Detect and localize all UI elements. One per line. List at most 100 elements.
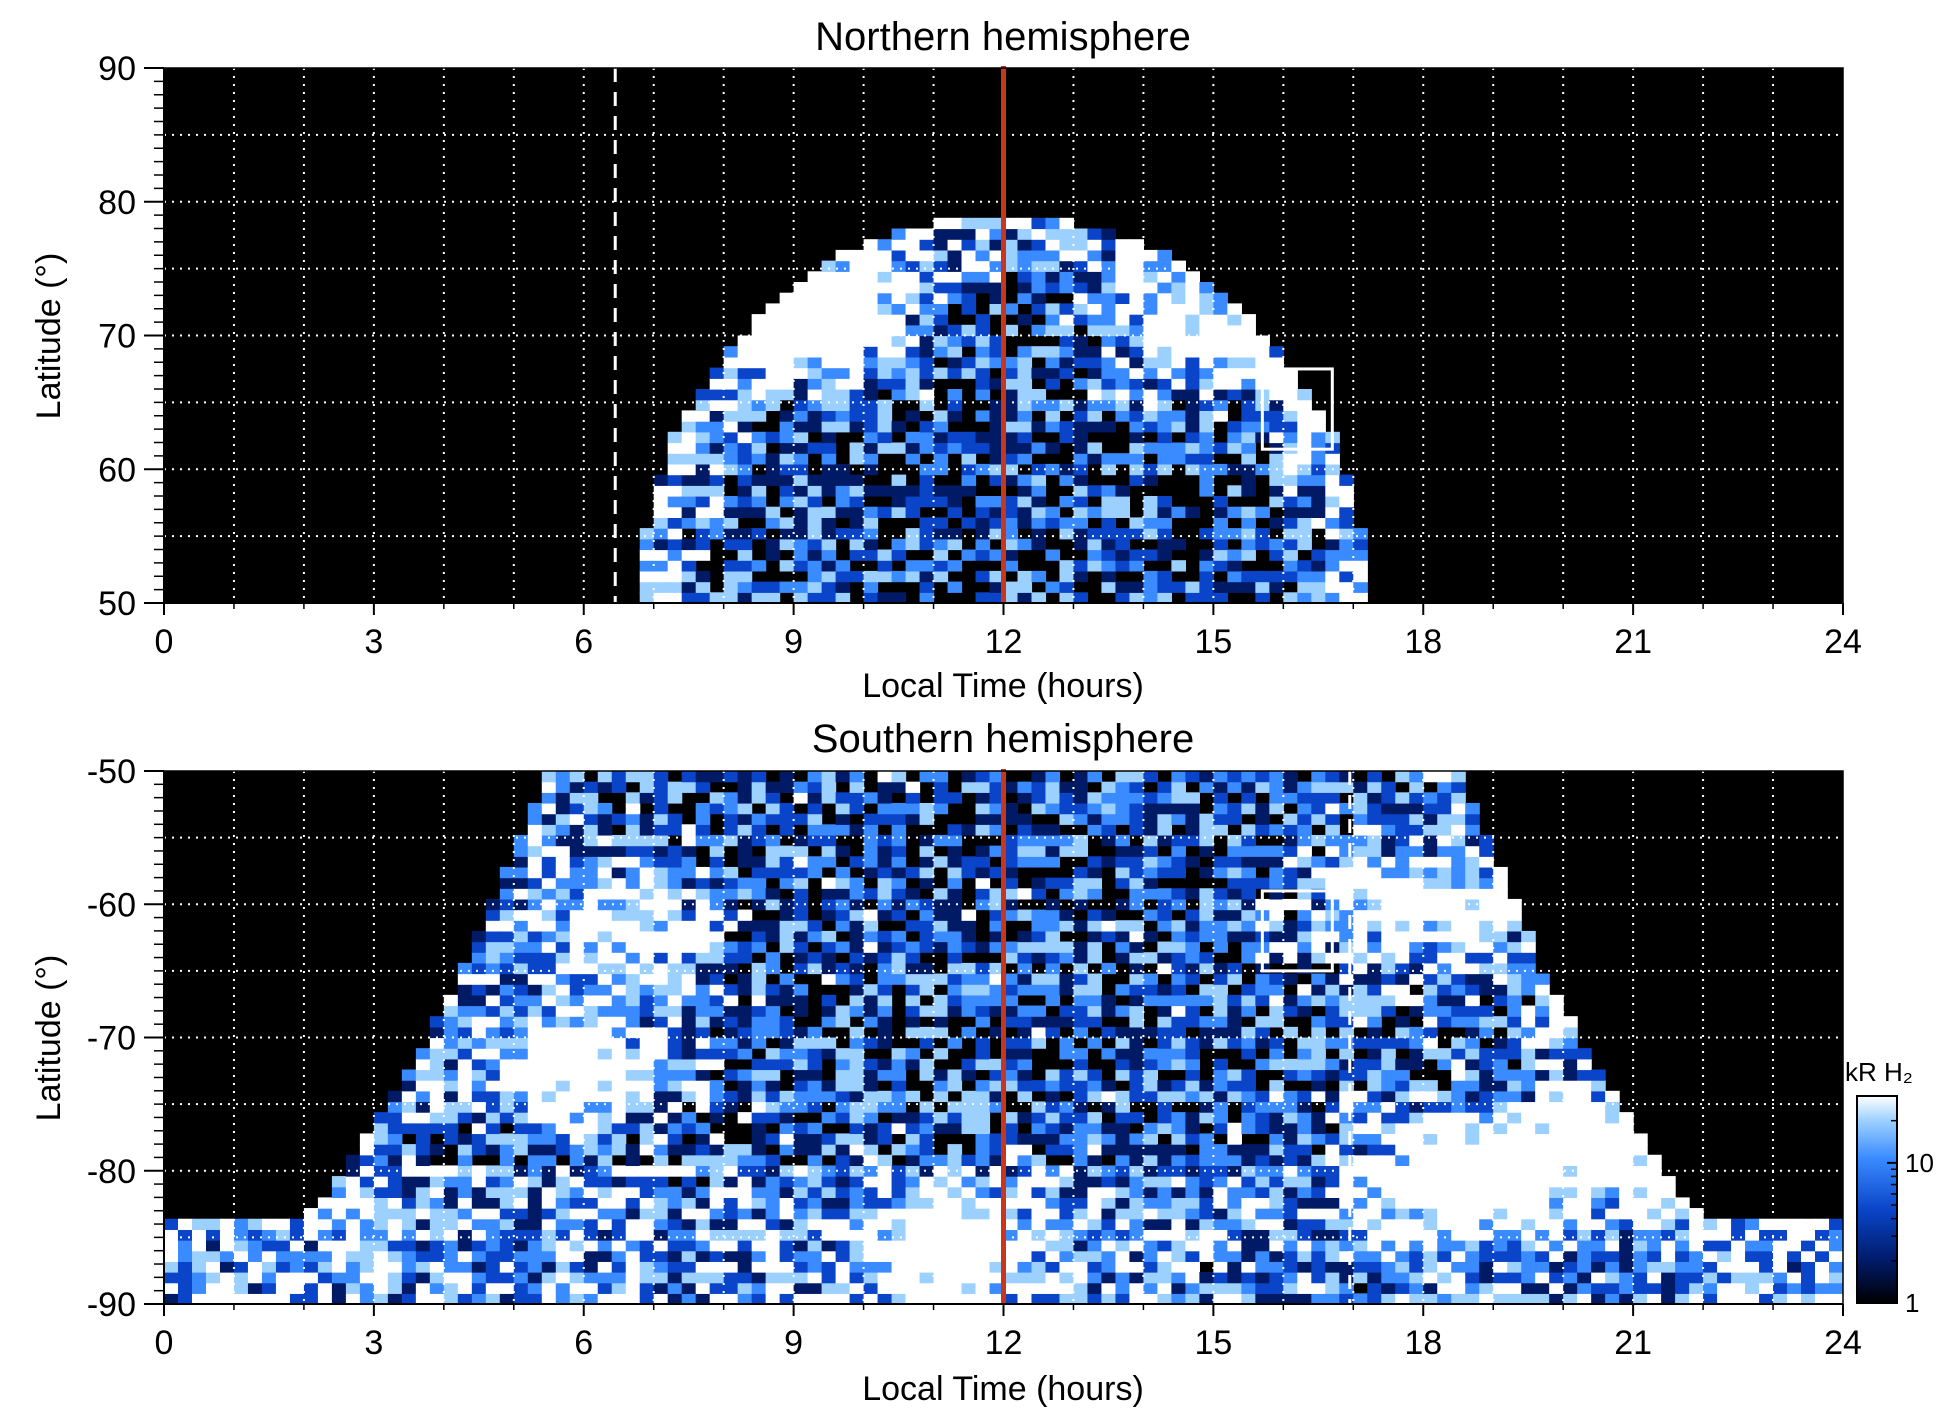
heatmap-cell xyxy=(1003,781,1019,793)
heatmap-cell xyxy=(1437,1197,1452,1209)
heatmap-cell xyxy=(1353,813,1368,825)
heatmap-cell xyxy=(1423,1037,1438,1049)
heatmap-cell xyxy=(317,1240,333,1252)
heatmap-cell xyxy=(765,1282,781,1294)
heatmap-cell xyxy=(1297,1186,1312,1198)
heatmap-cell xyxy=(1241,877,1256,889)
heatmap-cell xyxy=(1465,1240,1480,1252)
heatmap-cell xyxy=(1297,909,1312,921)
heatmap-cell xyxy=(1521,1069,1536,1081)
heatmap-cell xyxy=(835,1208,851,1220)
heatmap-cell xyxy=(1199,528,1214,540)
heatmap-cell xyxy=(1143,802,1159,815)
heatmap-cell xyxy=(947,952,963,964)
heatmap-cell xyxy=(443,1186,459,1198)
heatmap-cell xyxy=(1423,1144,1438,1156)
heatmap-cell xyxy=(1073,1240,1089,1252)
heatmap-cell xyxy=(1325,1133,1340,1145)
heatmap-cell xyxy=(1213,367,1228,379)
heatmap-cell xyxy=(401,1101,417,1113)
heatmap-cell xyxy=(1227,485,1242,497)
heatmap-cell xyxy=(751,781,767,793)
heatmap-cell xyxy=(877,952,893,964)
heatmap-cell xyxy=(835,1069,851,1081)
heatmap-cell xyxy=(1059,592,1075,603)
heatmap-cell xyxy=(555,1005,571,1017)
heatmap-cell xyxy=(1045,952,1061,964)
heatmap-cell xyxy=(1213,1261,1228,1273)
heatmap-cell xyxy=(1493,888,1508,900)
heatmap-cell xyxy=(1255,1186,1270,1198)
heatmap-cell xyxy=(639,920,655,932)
heatmap-cell xyxy=(905,994,921,1007)
heatmap-cell xyxy=(527,1090,543,1103)
heatmap-cell xyxy=(1269,866,1284,879)
heatmap-cell xyxy=(835,898,851,911)
heatmap-cell xyxy=(555,856,571,868)
heatmap-cell xyxy=(1199,1293,1214,1304)
heatmap-cell xyxy=(1129,941,1145,953)
heatmap-cell xyxy=(1185,453,1200,465)
heatmap-cell xyxy=(597,920,613,932)
heatmap-cell xyxy=(877,866,893,879)
heatmap-cell xyxy=(1213,592,1228,603)
heatmap-cell xyxy=(1353,1133,1368,1145)
heatmap-cell xyxy=(905,260,921,272)
heatmap-cell xyxy=(1451,994,1466,1007)
heatmap-cell xyxy=(737,1005,753,1017)
heatmap-cell xyxy=(1269,771,1284,783)
heatmap-cell xyxy=(1451,909,1466,921)
heatmap-cell xyxy=(1311,1069,1326,1081)
heatmap-cell xyxy=(639,1272,655,1284)
heatmap-cell xyxy=(1521,1186,1536,1198)
heatmap-cell xyxy=(415,1048,431,1060)
heatmap-cell xyxy=(205,1282,221,1294)
heatmap-cell xyxy=(765,792,781,804)
heatmap-cell xyxy=(1311,581,1326,593)
heatmap-cell xyxy=(527,909,543,921)
heatmap-cell xyxy=(1087,984,1103,996)
heatmap-cell xyxy=(905,813,921,825)
heatmap-cell xyxy=(415,1197,431,1209)
heatmap-cell xyxy=(1073,781,1089,793)
heatmap-cell xyxy=(639,941,655,953)
heatmap-cell xyxy=(1143,1133,1159,1145)
heatmap-cell xyxy=(1171,1176,1186,1188)
heatmap-cell xyxy=(1101,1218,1117,1230)
heatmap-cell xyxy=(1297,1250,1312,1262)
heatmap-cell xyxy=(1213,920,1228,932)
heatmap-cell xyxy=(807,1144,823,1156)
heatmap-cell xyxy=(667,506,683,518)
heatmap-cell xyxy=(1451,1144,1466,1156)
heatmap-cell xyxy=(919,538,935,551)
heatmap-cell xyxy=(1395,898,1410,911)
heatmap-cell xyxy=(653,1154,669,1167)
heatmap-cell xyxy=(933,496,949,508)
heatmap-cell xyxy=(1143,303,1159,315)
heatmap-cell xyxy=(1269,1080,1284,1092)
heatmap-cell xyxy=(723,356,739,369)
heatmap-cell xyxy=(164,1261,179,1273)
heatmap-cell xyxy=(583,962,599,975)
heatmap-cell xyxy=(1199,1208,1214,1220)
heatmap-cell xyxy=(849,421,865,433)
heatmap-cell xyxy=(1185,1112,1200,1124)
heatmap-cell xyxy=(513,1176,529,1188)
heatmap-cell xyxy=(975,1154,991,1167)
heatmap-cell xyxy=(527,1165,543,1177)
heatmap-cell xyxy=(1171,356,1186,369)
heatmap-cell xyxy=(765,962,781,975)
heatmap-cell xyxy=(1213,1293,1228,1304)
heatmap-cell xyxy=(1171,378,1186,390)
heatmap-cell xyxy=(793,581,809,593)
heatmap-cell xyxy=(653,771,669,783)
heatmap-cell xyxy=(695,1293,711,1304)
heatmap-cell xyxy=(1115,1208,1131,1220)
heatmap-cell xyxy=(1143,399,1159,411)
heatmap-cell xyxy=(1269,1144,1284,1156)
heatmap-cell xyxy=(751,973,767,985)
heatmap-cell xyxy=(835,1090,851,1103)
heatmap-cell xyxy=(1143,984,1159,996)
heatmap-cell xyxy=(709,421,725,433)
heatmap-cell xyxy=(779,1016,795,1028)
